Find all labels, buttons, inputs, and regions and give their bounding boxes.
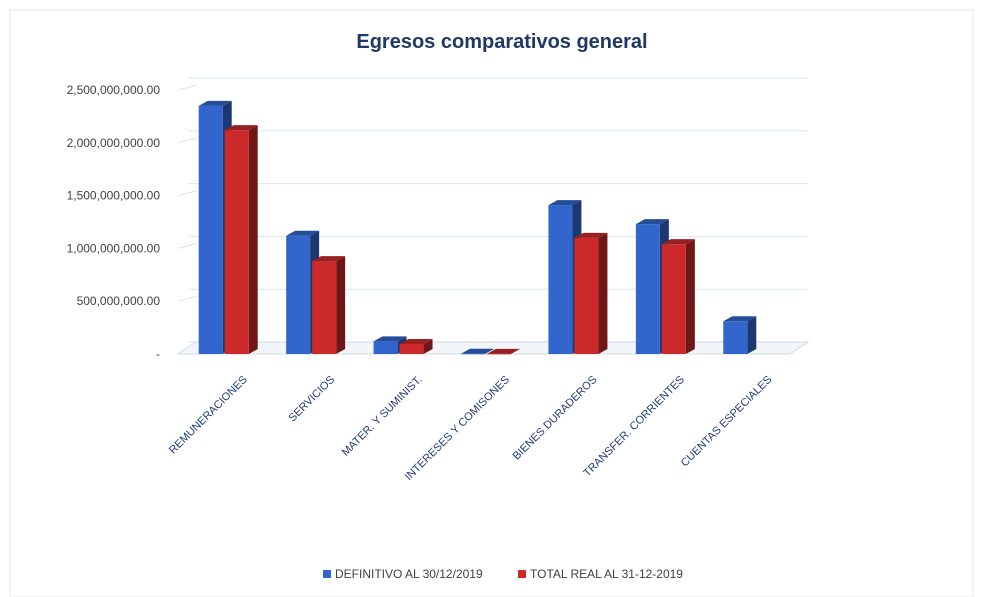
legend-label: DEFINITIVO AL 30/12/2019 (335, 567, 483, 581)
bar-top (224, 125, 258, 131)
bar (574, 232, 608, 354)
bar-side (747, 316, 757, 354)
bar (661, 239, 695, 354)
legend-swatch (323, 570, 331, 578)
gridline-depth (177, 84, 198, 91)
bar (399, 338, 433, 354)
bar-top (574, 232, 608, 238)
legend-item: TOTAL REAL AL 31-12-2019 (518, 567, 683, 581)
bar-top (661, 239, 695, 245)
y-tick-label: - (156, 347, 160, 361)
x-category-label: BIENES DURADEROS (511, 374, 600, 463)
bar-front (399, 343, 424, 354)
bar-side (336, 256, 346, 354)
bar (224, 125, 258, 355)
y-tick-label: 500,000,000.00 (77, 294, 161, 308)
chart-frame (9, 9, 974, 597)
x-category-label: CUENTAS ESPECIALES (679, 374, 775, 470)
bar-front (635, 224, 660, 354)
y-tick-label: 1,500,000,000.00 (67, 189, 161, 203)
bar-side (485, 348, 494, 354)
bar-front (373, 341, 398, 354)
bar-front (224, 130, 249, 354)
gridline-depth (177, 295, 198, 302)
legend-item: DEFINITIVO AL 30/12/2019 (323, 567, 483, 581)
bar-front (461, 353, 485, 355)
x-category-label: INTERESES Y COMISONES (403, 374, 512, 483)
bar-top (548, 200, 582, 206)
bar-top (723, 316, 757, 322)
bar-front (574, 237, 599, 354)
gridline-depth (177, 190, 198, 197)
bar-top (198, 100, 232, 106)
grid-layer (176, 77, 810, 355)
y-tick-label: 2,500,000,000.00 (67, 83, 161, 97)
bar-top (399, 338, 433, 344)
y-tick-label: 2,000,000,000.00 (67, 136, 161, 150)
bar-top (635, 219, 669, 225)
x-category-label: MATER. Y SUMINIST. (340, 374, 425, 459)
bar (461, 348, 494, 355)
category-labels: REMUNERACIONES SERVICIOS MATER. Y SUMINIST… (167, 374, 774, 483)
legend: DEFINITIVO AL 30/12/2019 TOTAL REAL AL 31… (323, 567, 683, 581)
bar-front (198, 105, 223, 354)
bar-side (248, 125, 258, 355)
bar-side (685, 239, 695, 354)
bar-top (487, 348, 520, 354)
bar-front (286, 235, 311, 354)
gridline-depth (177, 137, 198, 144)
bar-side (423, 338, 433, 354)
x-category-label: SERVICIOS (287, 374, 338, 425)
bar-top (461, 348, 494, 354)
bar (487, 348, 520, 355)
bar-top (312, 256, 346, 262)
y-tick-label: 1,000,000,000.00 (67, 241, 161, 255)
bar-front (312, 261, 337, 354)
y-axis-ticks: - 500,000,000.00 1,000,000,000.00 1,500,000… (67, 83, 161, 361)
x-category-label: TRANSFER. CORRIENTES (581, 374, 687, 480)
bar-front (487, 353, 511, 355)
bar-front (661, 244, 686, 354)
bar-side (598, 232, 608, 354)
bar-front (723, 321, 748, 354)
bar-top (286, 230, 320, 236)
bar (312, 256, 346, 354)
bar-top (373, 336, 407, 342)
x-category-label: REMUNERACIONES (167, 374, 250, 457)
chart-title: Egresos comparativos general (356, 31, 647, 53)
bar-side (511, 348, 520, 354)
gridline-depth (177, 242, 198, 249)
legend-swatch (518, 570, 526, 578)
legend-label: TOTAL REAL AL 31-12-2019 (530, 567, 683, 581)
bar-front (548, 205, 573, 354)
bar (723, 316, 757, 354)
bars-layer (198, 100, 757, 355)
